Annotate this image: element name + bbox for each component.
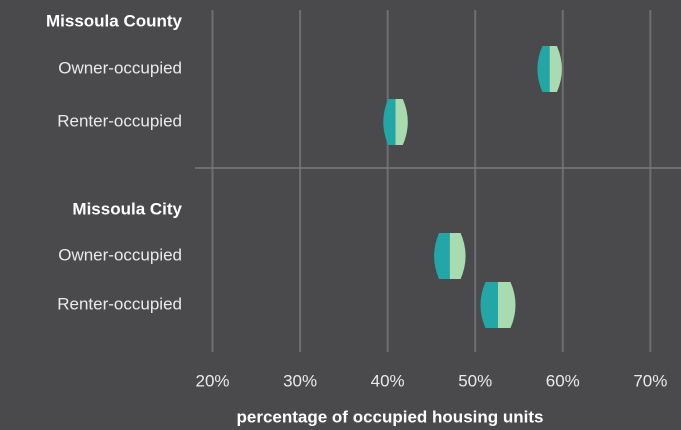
range-low [537, 46, 550, 92]
category-label: Renter-occupied [57, 294, 182, 313]
x-tick-label: 30% [283, 371, 317, 390]
x-tick-label: 60% [546, 371, 580, 390]
x-tick-label: 50% [458, 371, 492, 390]
range-high [395, 99, 408, 145]
range-high [549, 46, 562, 92]
range-high [449, 233, 466, 279]
category-label: Owner-occupied [58, 58, 182, 77]
range-low [434, 233, 450, 279]
group-label: Missoula City [72, 199, 182, 218]
x-tick-label: 40% [371, 371, 405, 390]
category-label: Renter-occupied [57, 111, 182, 130]
x-axis-title: percentage of occupied housing units [237, 407, 544, 426]
x-tick-label: 70% [633, 371, 667, 390]
x-tick-label: 20% [195, 371, 229, 390]
range-low [480, 282, 498, 328]
range-high [497, 282, 516, 328]
category-label: Owner-occupied [58, 245, 182, 264]
range-low [383, 99, 396, 145]
group-label: Missoula County [46, 11, 183, 30]
